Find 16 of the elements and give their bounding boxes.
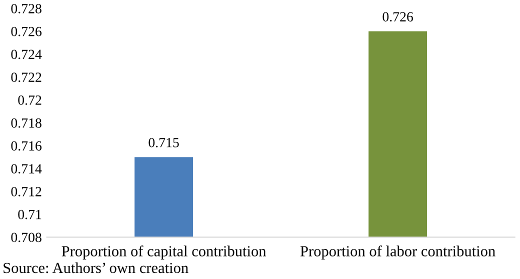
y-tick-label: 0.72 bbox=[18, 95, 42, 105]
y-tick-label: 0.712 bbox=[11, 186, 42, 196]
source-note: Source: Authors’ own creation bbox=[4, 262, 188, 274]
data-label: 0.726 bbox=[382, 12, 414, 22]
y-tick-label: 0.714 bbox=[11, 164, 42, 174]
y-tick-label: 0.726 bbox=[11, 26, 42, 36]
y-tick-label: 0.716 bbox=[11, 141, 42, 151]
y-tick-label: 0.722 bbox=[11, 72, 42, 82]
y-tick-label: 0.724 bbox=[11, 50, 42, 60]
data-label: 0.715 bbox=[148, 138, 179, 148]
y-tick-label: 0.728 bbox=[11, 4, 42, 14]
y-tick-label: 0.718 bbox=[11, 118, 42, 128]
y-tick-label: 0.708 bbox=[11, 232, 42, 242]
x-tick-label: Proportion of labor contribution bbox=[300, 245, 496, 260]
x-tick-label: Proportion of capital contribution bbox=[62, 245, 266, 260]
y-tick-label: 0.71 bbox=[18, 210, 42, 220]
